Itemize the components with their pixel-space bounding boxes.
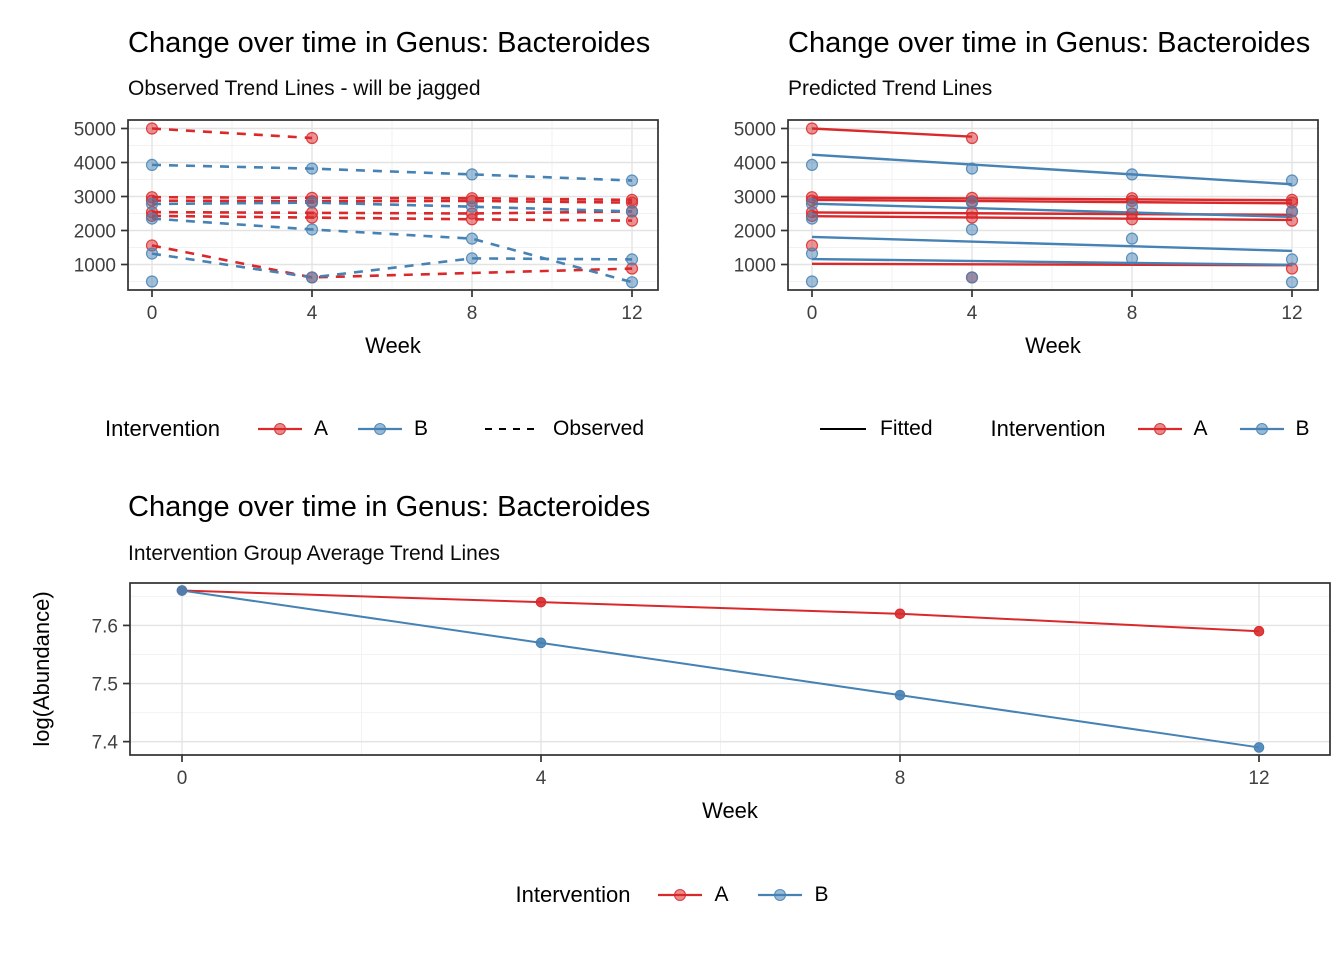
legend-label-b: B [814,883,829,906]
axis-labels: 1000 2000 3000 4000 5000 0 4 8 12 [74,120,643,325]
line-A4 [151,210,633,215]
observed-trend-lines [151,127,633,284]
fitted-line-2 [811,198,1293,205]
legend-title: Intervention [105,416,220,441]
svg-text:2000: 2000 [74,222,116,243]
legend-title: Intervention [515,882,631,907]
avg-line-B [181,589,1260,749]
svg-text:8: 8 [895,768,906,789]
observed-chart-legend: Intervention A B Observed [105,406,672,452]
svg-text:12: 12 [1248,768,1269,789]
data-points [145,122,639,289]
svg-text:3000: 3000 [734,188,776,209]
svg-text:2000: 2000 [734,222,776,243]
panel-border [129,582,1331,756]
avg-line-A [181,589,1260,633]
line-B3 [151,217,633,284]
svg-text:0: 0 [177,768,188,789]
legend-key-a-icon [658,889,703,901]
svg-text:1000: 1000 [74,256,116,277]
legend-label-a: A [313,417,328,440]
predicted-chart: 1000 2000 3000 4000 5000 0 4 8 12 Week [734,119,1319,358]
x-axis-title: Week [365,333,422,358]
fitted-line-7 [811,202,1293,219]
predicted-chart-subtitle: Predicted Trend Lines [788,77,993,100]
observed-chart: 1000 2000 3000 4000 5000 0 4 8 12 Week [74,119,659,358]
legend-label-observed: Observed [553,417,645,440]
x-axis-title: Week [702,798,759,820]
legend-key-fitted-linetype-icon [820,428,866,430]
svg-text:1000: 1000 [734,256,776,277]
average-chart-title: Change over time in Genus: Bacteroides [128,491,651,523]
average-chart-legend: Intervention A B [0,872,1344,918]
line-A5 [151,214,633,222]
svg-text:3000: 3000 [74,188,116,209]
legend-label-fitted: Fitted [880,417,933,440]
svg-text:8: 8 [467,303,478,324]
fitted-trend-lines [811,127,1293,267]
line-A3 [151,199,633,204]
line-B1 [151,163,633,182]
axis-labels: 7.4 7.5 7.6 0 4 8 12 [92,616,1270,789]
svg-text:4: 4 [536,768,547,789]
line-B2 [151,201,633,213]
axis-labels: 1000 2000 3000 4000 5000 0 4 8 12 [734,120,1303,325]
svg-text:7.6: 7.6 [92,616,118,637]
line-A2 [151,195,633,202]
observed-chart-title: Change over time in Genus: Bacteroides [128,27,651,59]
legend-key-a-icon [257,423,302,435]
svg-text:8: 8 [1127,303,1138,324]
fitted-line-1 [811,196,1293,202]
svg-text:4000: 4000 [74,154,116,175]
svg-text:12: 12 [621,303,642,324]
svg-text:4: 4 [307,303,318,324]
svg-text:7.5: 7.5 [92,675,118,696]
predicted-chart-legend: Fitted Intervention A B [818,406,1344,452]
average-trend-lines [181,589,1260,749]
svg-text:0: 0 [147,303,158,324]
legend-key-a-icon [1137,423,1182,435]
svg-text:12: 12 [1281,303,1302,324]
svg-text:5000: 5000 [734,120,776,141]
data-points [176,585,1265,753]
svg-text:5000: 5000 [74,120,116,141]
data-points [805,122,1299,289]
average-chart-subtitle: Intervention Group Average Trend Lines [128,542,501,565]
fitted-line-0 [811,127,973,138]
x-axis-title: Week [1025,333,1082,358]
legend-key-b-icon [1239,423,1284,435]
legend-key-observed-linetype-icon [485,428,537,430]
legend-key-b-icon [357,423,402,435]
legend-label-b: B [413,417,428,440]
legend-key-b-icon [758,889,803,901]
fitted-line-9 [811,257,1293,267]
fitted-line-4 [811,215,1293,222]
svg-text:7.4: 7.4 [92,733,119,754]
gridlines [130,583,1330,755]
predicted-chart-title: Change over time in Genus: Bacteroides [788,27,1311,59]
fitted-line-6 [811,153,1293,186]
legend-label-a: A [714,883,729,906]
y-axis-title: log(Abundance) [29,591,54,747]
svg-text:4000: 4000 [734,154,776,175]
svg-text:0: 0 [807,303,818,324]
legend-title: Intervention [990,416,1106,441]
fitted-line-8 [811,235,1293,253]
observed-chart-subtitle: Observed Trend Lines - will be jagged [128,77,481,100]
line-B4 [151,252,633,279]
panel-border [127,119,659,291]
average-chart: 7.4 7.5 7.6 0 4 8 12 Week [92,582,1331,820]
legend-label-b: B [1295,417,1310,440]
svg-text:4: 4 [967,303,978,324]
panel-border [787,119,1319,291]
line-A6 [151,244,633,279]
legend-label-a: A [1193,417,1208,440]
